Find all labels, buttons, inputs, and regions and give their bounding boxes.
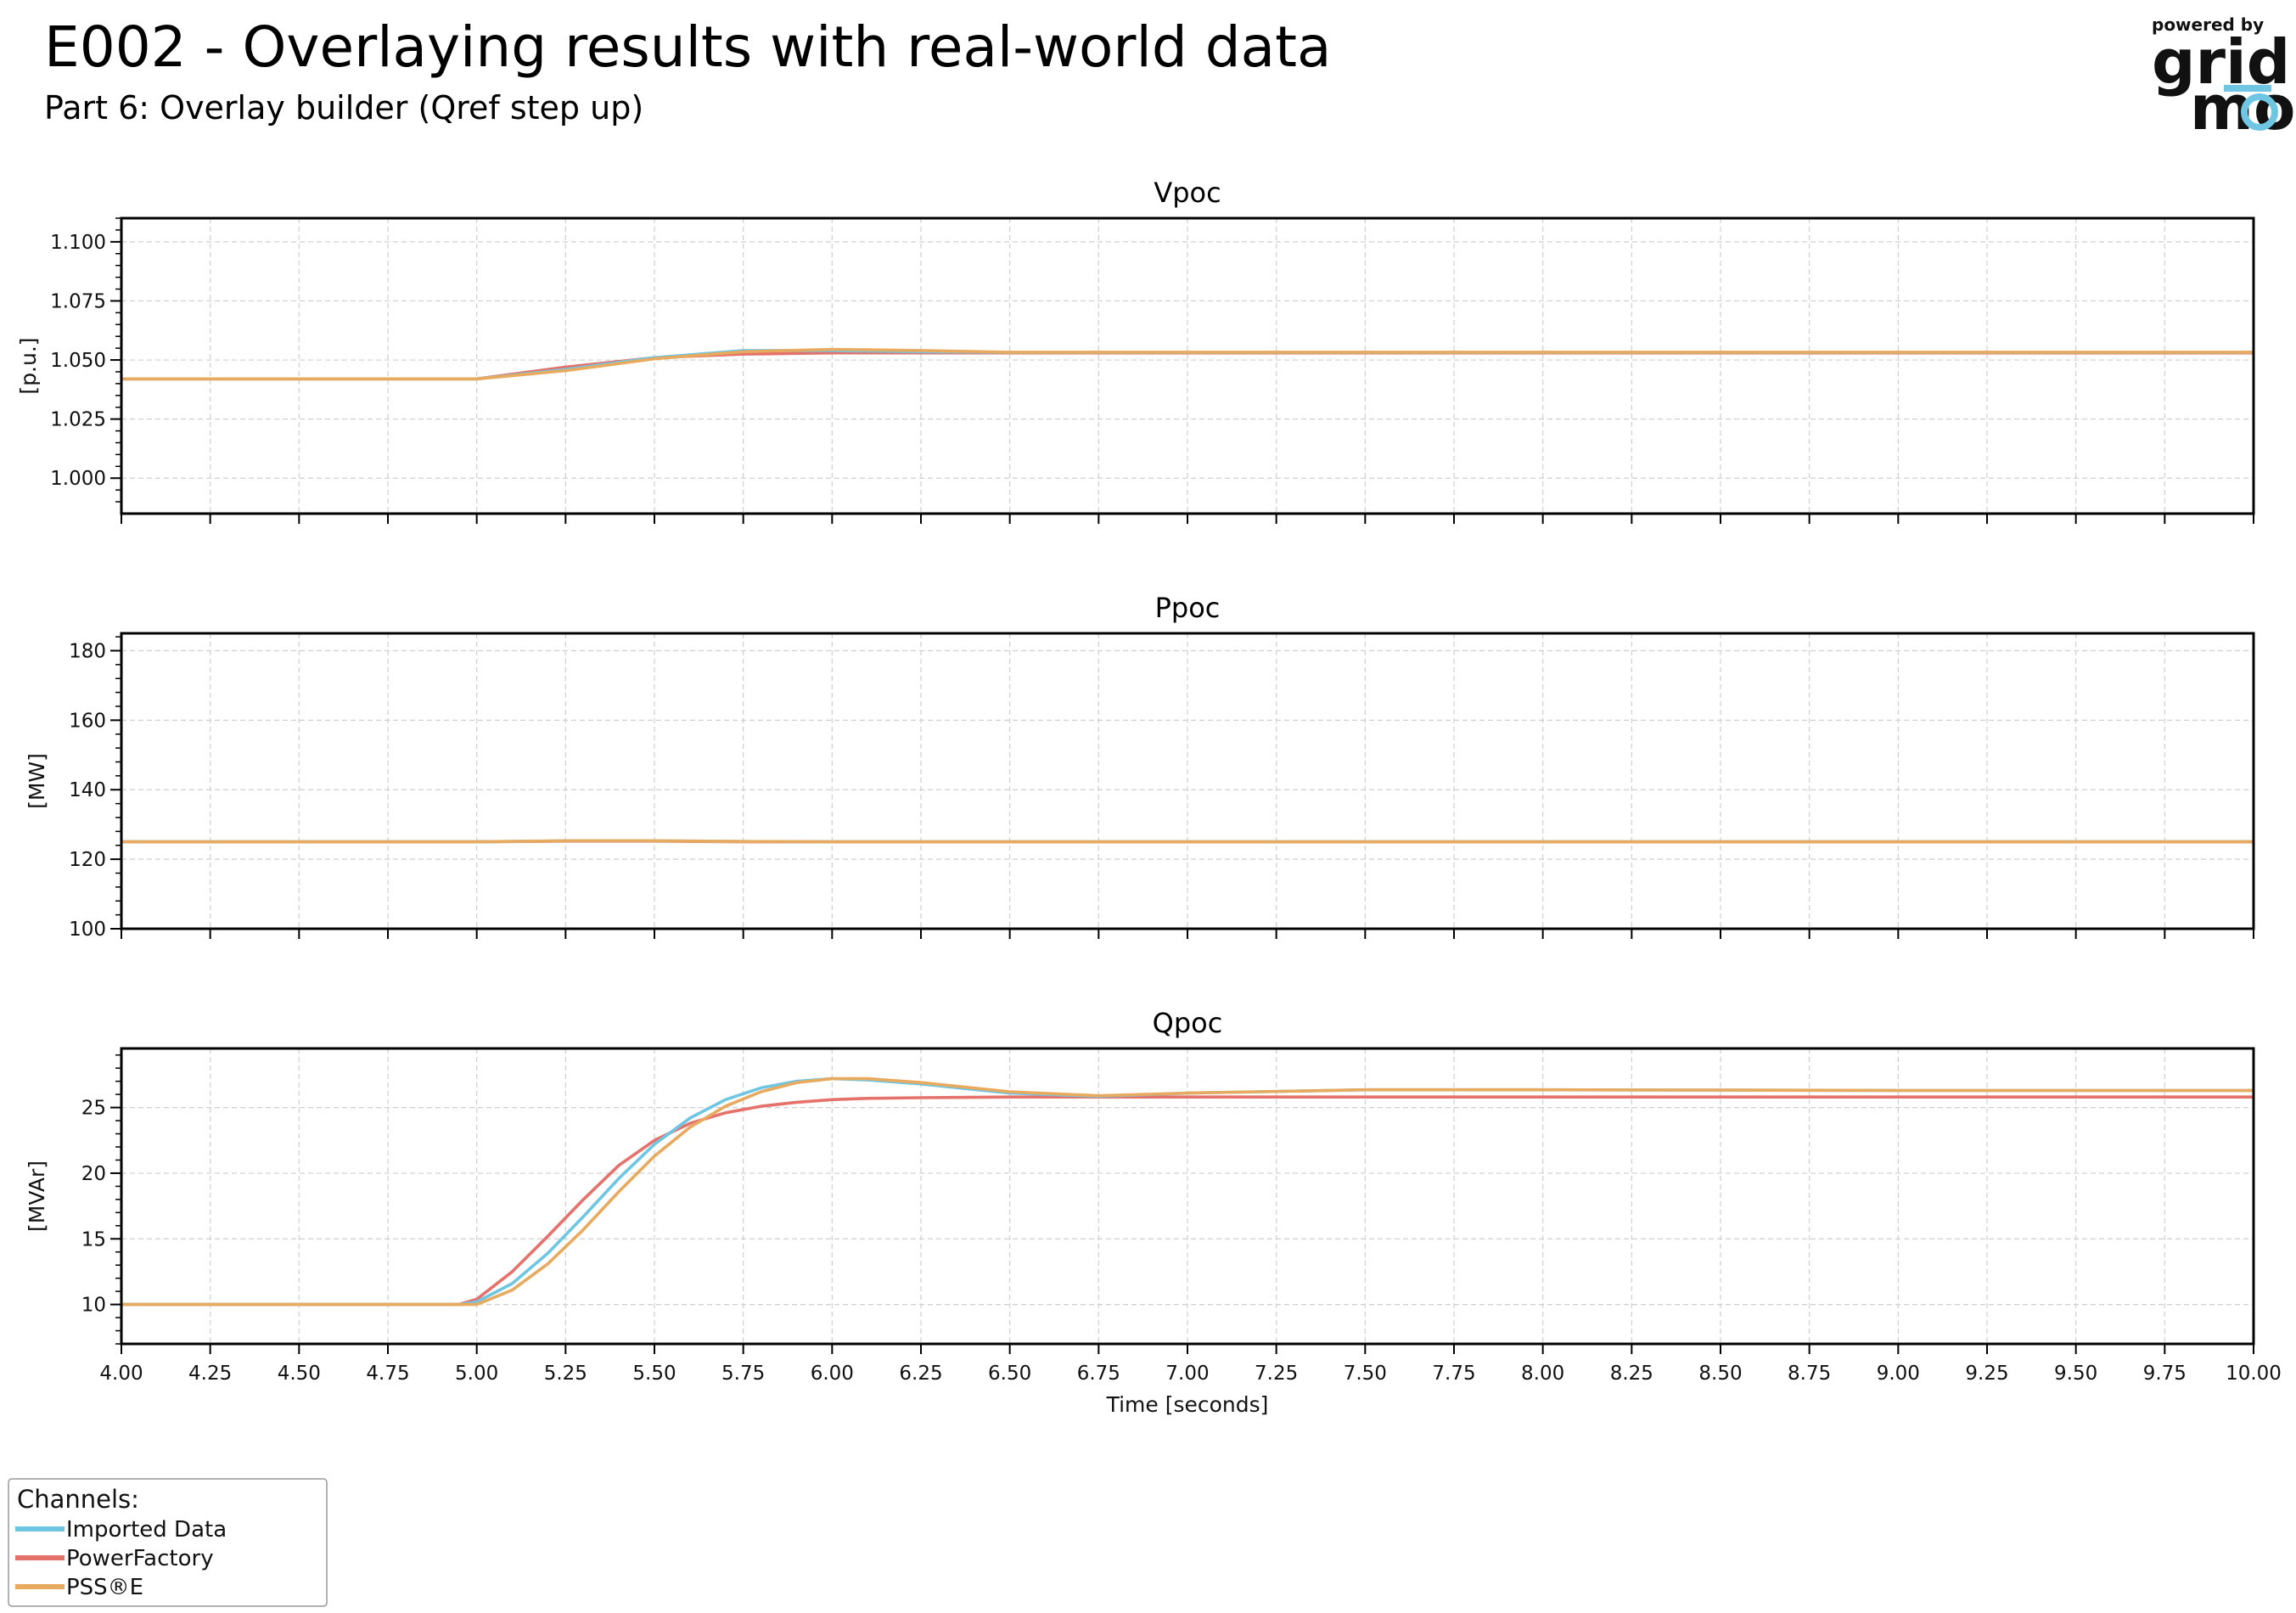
legend-label-imported-data: Imported Data <box>66 1517 227 1543</box>
chart-panel-ppoc: Ppoc 100 120 140 160 180 [MW] <box>25 592 2255 941</box>
x-tick-label: 7.75 <box>1432 1363 1475 1385</box>
legend-label-powerfactory: PowerFactory <box>66 1546 214 1571</box>
y-tick-label: 1.100 <box>50 232 106 254</box>
x-tick-label: 8.75 <box>1788 1363 1831 1385</box>
x-axis-label: Time [seconds] <box>1106 1392 1269 1417</box>
x-tick-label: 5.00 <box>455 1363 498 1385</box>
series-line-pss-e-qpoc <box>121 1076 2254 1307</box>
x-tick-label: 6.25 <box>899 1363 942 1385</box>
legend-title: Channels: <box>17 1485 139 1514</box>
legend-item-powerfactory: PowerFactory <box>15 1546 214 1571</box>
page-subtitle: Part 6: Overlay builder (Qref step up) <box>44 89 643 126</box>
x-tick-label: 9.50 <box>2054 1363 2097 1385</box>
legend-label-psse: PSS®E <box>66 1575 143 1600</box>
logo-powered-by: powered by <box>2152 14 2264 35</box>
x-tick-label: 7.25 <box>1255 1363 1298 1385</box>
plot-frame-qpoc <box>120 1047 2255 1346</box>
y-tick-label: 100 <box>69 919 106 941</box>
legend-item-psse: PSS®E <box>15 1575 143 1600</box>
y-tick-label: 1.000 <box>50 468 106 490</box>
series-line-pss-e-ppoc <box>121 839 2254 844</box>
plot-frame-ppoc <box>120 632 2255 930</box>
x-tick-label: 9.25 <box>1965 1363 2008 1385</box>
x-tick-label: 5.50 <box>632 1363 676 1385</box>
y-tick-label: 1.025 <box>50 409 106 431</box>
x-tick-label: 7.50 <box>1344 1363 1387 1385</box>
x-tick-label: 8.50 <box>1698 1363 1742 1385</box>
y-tick-label: 140 <box>69 779 106 801</box>
series-group-vpoc <box>121 347 2254 381</box>
y-tick-label: 120 <box>69 849 106 871</box>
x-tick-label: 7.00 <box>1165 1363 1209 1385</box>
x-tick-label: 10.00 <box>2226 1363 2282 1385</box>
y-tick-label: 160 <box>69 710 106 732</box>
chart-title-vpoc: Vpoc <box>1154 177 1221 209</box>
y-axis-label-vpoc: [p.u.] <box>16 337 41 394</box>
y-tick-label: 20 <box>81 1163 106 1185</box>
chart-title-qpoc: Qpoc <box>1153 1007 1223 1039</box>
x-tick-label: 4.75 <box>366 1363 409 1385</box>
y-tick-label: 1.050 <box>50 350 106 372</box>
logo-accent-bar <box>2224 85 2271 92</box>
y-tick-label: 25 <box>81 1098 106 1120</box>
series-line-pss-e-vpoc <box>121 347 2254 381</box>
x-tick-label: 6.75 <box>1077 1363 1120 1385</box>
chart-title-ppoc: Ppoc <box>1155 592 1221 624</box>
chart-panel-vpoc: Vpoc 1.000 1.025 1.050 1.075 1.100 [p.u.] <box>16 177 2255 524</box>
x-tick-label: 6.50 <box>988 1363 1031 1385</box>
x-tick-label: 6.00 <box>811 1363 854 1385</box>
series-group-ppoc <box>121 839 2254 844</box>
series-line-powerfactory-qpoc <box>121 1095 2254 1307</box>
x-tick-label: 8.00 <box>1521 1363 1564 1385</box>
x-tick-label: 9.00 <box>1877 1363 1920 1385</box>
y-axis-label-qpoc: [MVAr] <box>25 1161 49 1232</box>
plot-frame-vpoc <box>120 216 2255 515</box>
chart-panel-qpoc: Qpoc 10 15 20 25 4.00 4.25 4.50 4.75 5.00 5.25 5.50… <box>25 1007 2282 1417</box>
page-title: E002 - Overlaying results with real-worl… <box>44 14 1331 80</box>
x-tick-label: 4.25 <box>188 1363 232 1385</box>
gridlines-ppoc <box>121 633 2254 930</box>
series-group-qpoc <box>121 1076 2254 1307</box>
gridlines-vpoc <box>121 218 2254 514</box>
logo-accent-dot <box>2241 93 2278 131</box>
x-tick-label: 4.50 <box>278 1363 321 1385</box>
x-tick-label: 8.25 <box>1610 1363 1653 1385</box>
y-tick-label: 1.075 <box>50 290 106 312</box>
x-tick-label: 5.25 <box>544 1363 587 1385</box>
x-tick-label: 4.00 <box>99 1363 143 1385</box>
y-tick-label: 10 <box>81 1295 106 1317</box>
legend: Channels: Imported Data PowerFactory PSS… <box>8 1478 328 1607</box>
brand-logo: powered by grid mo <box>2152 14 2296 143</box>
legend-item-imported-data: Imported Data <box>15 1517 227 1543</box>
x-tick-label: 5.75 <box>721 1363 765 1385</box>
x-tick-label: 9.75 <box>2143 1363 2187 1385</box>
y-tick-label: 15 <box>81 1228 106 1250</box>
y-axis-label-ppoc: [MW] <box>25 753 49 809</box>
y-tick-label: 180 <box>69 640 106 662</box>
gridlines-qpoc <box>121 1048 2254 1344</box>
legend-box <box>8 1478 328 1607</box>
